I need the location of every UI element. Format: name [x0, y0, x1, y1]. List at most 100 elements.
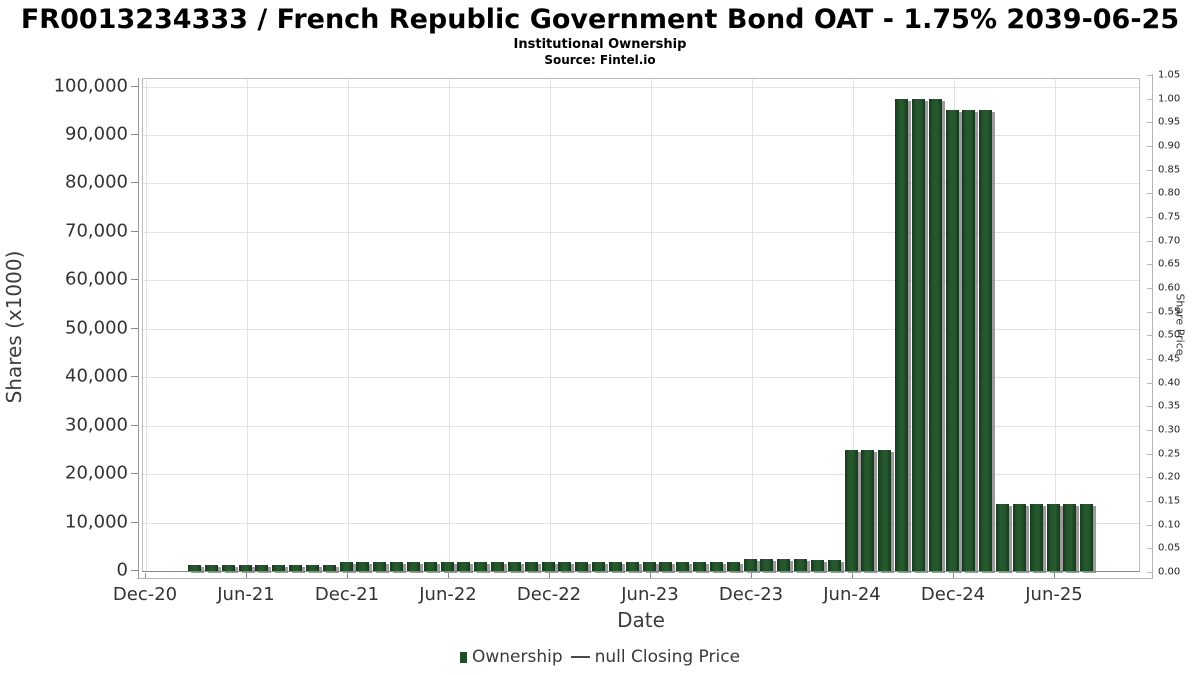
right-tick-label: 0.25	[1158, 448, 1181, 460]
gridline-h	[143, 474, 1139, 476]
ownership-bar	[844, 450, 858, 571]
ownership-bar	[810, 560, 824, 571]
y-tick-label: 70,000	[65, 220, 128, 242]
gridline-h	[143, 328, 1139, 330]
right-tick-mark	[1147, 524, 1152, 526]
right-tick-mark	[1147, 430, 1152, 431]
right-tick-mark	[1147, 264, 1152, 266]
y-tick-mark	[131, 570, 138, 571]
right-tick-label: 0.20	[1158, 471, 1181, 483]
ownership-bar	[945, 110, 959, 571]
right-tick-label: 0.90	[1158, 140, 1181, 152]
ownership-bar	[676, 561, 690, 571]
ownership-bar	[575, 561, 589, 571]
ownership-bar	[238, 564, 252, 571]
y-tick-mark	[131, 230, 138, 232]
ownership-bar	[979, 110, 993, 571]
right-tick-label: 0.60	[1158, 282, 1181, 294]
legend-item-closing-price[interactable]: null Closing Price	[570, 647, 740, 667]
x-tick-mark	[953, 573, 954, 578]
ownership-bar	[794, 559, 807, 571]
y-axis-title-right: Share Price	[1173, 293, 1187, 356]
x-tick-mark	[246, 573, 247, 578]
x-tick-mark	[549, 573, 550, 578]
x-tick-label: Jun-24	[823, 584, 881, 605]
right-tick-mark	[1147, 75, 1152, 76]
right-tick-mark	[1147, 122, 1152, 124]
ownership-bar	[996, 504, 1009, 571]
ownership-bar	[423, 561, 437, 571]
right-tick-mark	[1147, 217, 1152, 218]
right-tick-mark	[1147, 98, 1152, 100]
right-tick-mark	[1147, 359, 1152, 360]
right-tick-label: 0.50	[1158, 329, 1181, 341]
ownership-bar	[474, 561, 488, 571]
x-tick-mark	[347, 573, 348, 578]
y-tick-label: 100,000	[53, 75, 128, 96]
ownership-bar	[1029, 504, 1043, 571]
gridline-v	[853, 79, 854, 571]
right-tick-label: 0.65	[1158, 258, 1181, 270]
ownership-swatch-icon	[459, 651, 467, 663]
right-tick-mark	[1147, 572, 1152, 573]
x-tick-label: Jun-23	[621, 584, 679, 605]
right-tick-label: 0.00	[1158, 566, 1181, 578]
right-tick-label: 0.95	[1158, 116, 1181, 128]
ownership-bar	[356, 561, 370, 571]
right-axis-spine	[1152, 74, 1153, 579]
ownership-bar	[861, 450, 875, 571]
gridline-h	[143, 86, 1139, 88]
gridline-h	[143, 183, 1139, 185]
y-tick-mark	[131, 182, 138, 184]
y-axis-title-left: Shares (x1000)	[2, 250, 26, 404]
gridline-v	[752, 79, 753, 571]
x-tick-mark	[448, 573, 449, 578]
ownership-bar	[255, 564, 269, 571]
x-tick-mark	[751, 573, 752, 578]
right-tick-mark	[1147, 548, 1152, 550]
ownership-bar	[1046, 504, 1060, 571]
y-tick-label: 80,000	[65, 171, 128, 193]
right-tick-mark	[1147, 477, 1152, 479]
x-tick-label: Dec-21	[314, 584, 380, 605]
ownership-bar	[373, 561, 387, 571]
y-tick-label: 40,000	[65, 365, 128, 387]
y-tick-label: 50,000	[65, 317, 128, 339]
right-tick-mark	[1147, 240, 1152, 242]
x-tick-label: Jun-22	[419, 584, 477, 605]
right-tick-label: 0.80	[1158, 187, 1181, 199]
x-tick-mark	[145, 573, 146, 578]
right-tick-mark	[1147, 193, 1152, 195]
legend-item-ownership[interactable]: Ownership	[459, 647, 563, 667]
ownership-bar	[592, 561, 605, 571]
ownership-bar	[911, 99, 925, 571]
x-axis-title: Date	[617, 608, 665, 632]
x-tick-label: Jun-21	[217, 584, 275, 605]
right-tick-mark	[1147, 311, 1152, 313]
ownership-bar	[928, 99, 942, 571]
x-tick-mark	[650, 573, 651, 578]
ownership-bar	[305, 564, 319, 571]
right-tick-label: 0.70	[1158, 235, 1181, 247]
y-tick-mark	[131, 424, 138, 426]
right-tick-mark	[1147, 335, 1152, 337]
right-tick-label: 0.35	[1158, 400, 1181, 412]
x-tick-mark	[852, 573, 853, 578]
ownership-bar	[406, 561, 420, 571]
gridline-h	[143, 425, 1139, 427]
right-tick-label: 0.75	[1158, 211, 1181, 223]
x-tick-label: Dec-22	[516, 584, 582, 605]
gridline-h	[143, 280, 1139, 282]
ownership-bar	[608, 561, 622, 571]
ownership-bar	[827, 560, 841, 571]
right-tick-label: 0.45	[1158, 353, 1181, 365]
right-tick-label: 0.15	[1158, 495, 1181, 507]
chart-subtitle: Institutional Ownership	[513, 37, 687, 52]
ownership-bar	[491, 561, 504, 571]
gridline-h	[143, 134, 1139, 136]
right-tick-label: 0.85	[1158, 164, 1181, 176]
y-tick-label: 0	[116, 559, 128, 581]
ownership-bar	[289, 564, 302, 571]
ownership-bar	[339, 561, 353, 571]
ownership-bar	[625, 561, 639, 571]
